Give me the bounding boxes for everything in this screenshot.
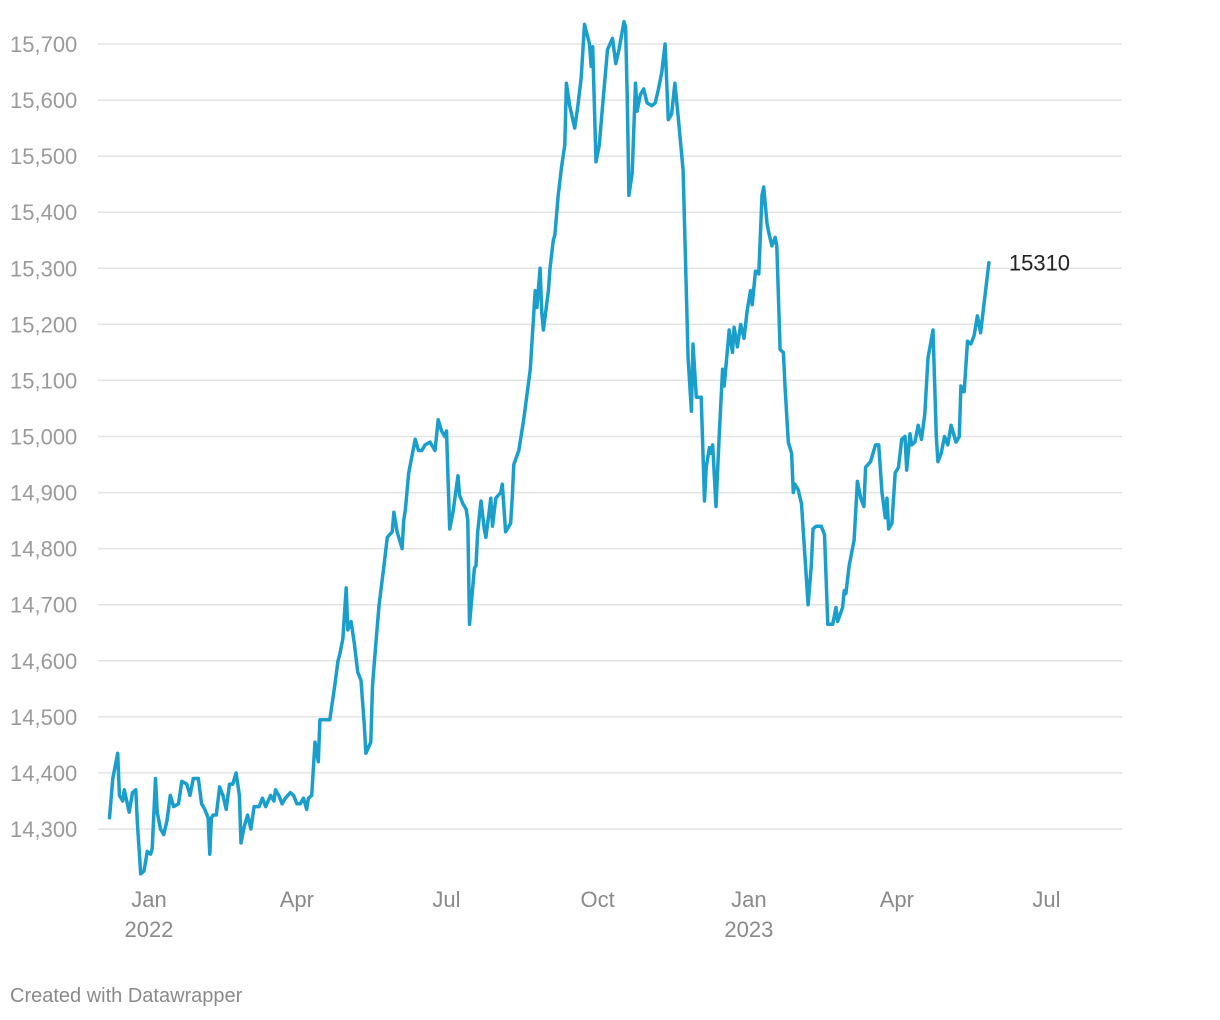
x-tick-label: Jul (1032, 887, 1060, 912)
y-tick-label: 14,400 (10, 761, 77, 786)
x-tick-label: Apr (880, 887, 914, 912)
end-value-label: 15310 (1009, 251, 1070, 276)
y-tick-label: 14,300 (10, 817, 77, 842)
y-tick-label: 14,800 (10, 537, 77, 562)
y-tick-label: 14,700 (10, 593, 77, 618)
y-tick-label: 15,700 (10, 32, 77, 57)
y-tick-label: 15,200 (10, 312, 77, 337)
series-line (107, 19, 991, 876)
y-tick-label: 15,300 (10, 256, 77, 281)
y-tick-label: 15,000 (10, 425, 77, 450)
y-tick-label: 14,900 (10, 481, 77, 506)
x-tick-label: Jan (131, 887, 166, 912)
y-tick-label: 15,400 (10, 200, 77, 225)
x-tick-label: Apr (280, 887, 314, 912)
x-axis-tick-labels: Jan 2022 Apr Jul Oct Jan 2023 Apr Jul (124, 887, 1060, 942)
x-tick-label: Jan (731, 887, 766, 912)
y-tick-label: 15,500 (10, 144, 77, 169)
y-tick-label: 14,600 (10, 649, 77, 674)
x-tick-year-label: 2023 (724, 917, 773, 942)
y-tick-label: 14,500 (10, 705, 77, 730)
y-tick-label: 15,100 (10, 368, 77, 393)
credit-text: Created with Datawrapper (10, 985, 243, 1007)
y-axis-tick-labels: 14,300 14,400 14,500 14,600 14,700 14,800 14,9… (10, 32, 77, 842)
x-tick-year-label: 2022 (124, 917, 173, 942)
y-tick-label: 15,600 (10, 88, 77, 113)
x-tick-label: Oct (581, 887, 615, 912)
x-tick-label: Jul (432, 887, 460, 912)
gridlines (98, 43, 1122, 830)
